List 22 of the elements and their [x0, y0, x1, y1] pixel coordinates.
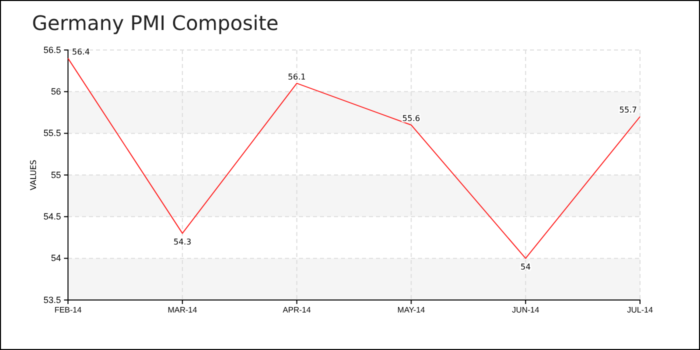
y-tick-label: 54.5	[43, 212, 61, 222]
data-label: 56.1	[288, 72, 306, 82]
data-label: 56.4	[72, 47, 90, 56]
y-tick-label: 54	[50, 253, 61, 264]
chart-title: Germany PMI Composite	[32, 11, 279, 35]
x-tick-label: JUN-14	[512, 306, 540, 315]
data-label: 54	[520, 262, 531, 272]
y-tick-label: 56	[50, 86, 61, 97]
line-series	[68, 58, 640, 259]
data-label: 54.3	[173, 237, 192, 246]
x-tick-label: MAR-14	[168, 306, 198, 315]
x-tick-label: FEB-14	[54, 306, 82, 315]
y-tick-label: 56.5	[43, 44, 61, 55]
y-tick-label: 55.5	[43, 128, 61, 138]
y-tick-label: 55	[50, 170, 61, 180]
x-tick-label: APR-14	[282, 306, 312, 315]
x-tick-label: JUL-14	[627, 306, 654, 315]
y-axis-title: VALUES	[29, 160, 38, 190]
y-tick-label: 53.5	[43, 294, 61, 305]
data-label: 55.6	[402, 114, 420, 123]
x-tick-label: MAY-14	[397, 306, 426, 315]
data-label: 55.7	[619, 106, 637, 115]
